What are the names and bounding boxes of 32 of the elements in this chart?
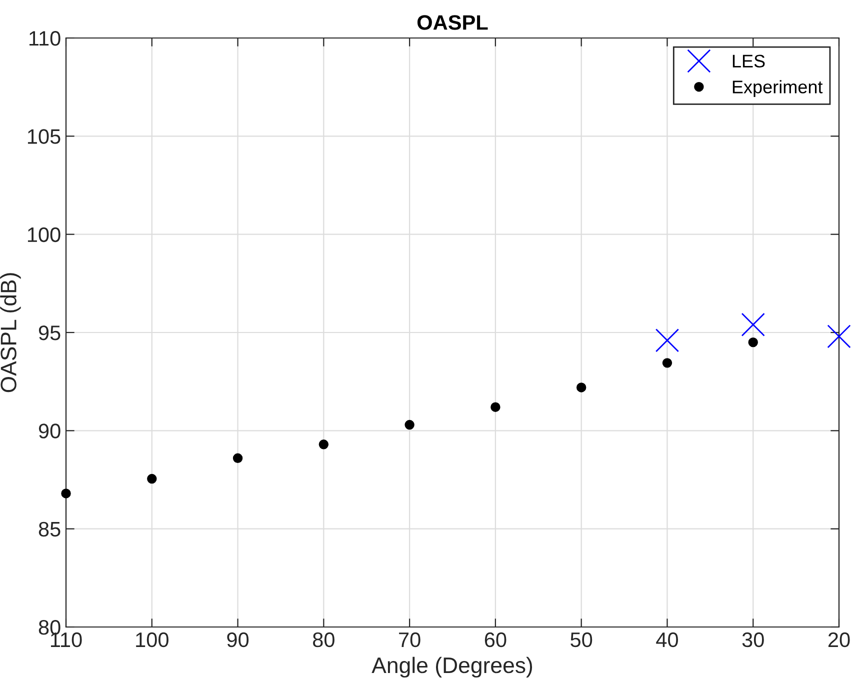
x-tick-label: 60 [484, 632, 506, 648]
y-tick-label: 100 [28, 227, 60, 242]
point [61, 488, 71, 498]
chart-title: OASPL [417, 15, 488, 30]
y-axis-title: OASPL (dB) [0, 273, 21, 392]
point [748, 337, 758, 348]
point [662, 358, 672, 368]
x-tick-label: 90 [227, 632, 249, 648]
y-tick-label: 105 [28, 129, 60, 144]
y-tick-label: 95 [38, 326, 60, 340]
point [318, 440, 329, 450]
y-tick-label: 90 [38, 424, 60, 438]
point [404, 420, 414, 430]
x-tick-label: 40 [656, 632, 678, 648]
point [147, 474, 157, 484]
point [655, 328, 680, 352]
x-tick-label: 20 [828, 632, 850, 648]
legend-label: Experiment [732, 80, 823, 97]
point [741, 312, 765, 336]
point [576, 382, 586, 392]
x-tick-label: 70 [399, 632, 420, 648]
x-tick-label: 50 [570, 632, 592, 648]
x-tick-label: 80 [312, 632, 334, 648]
point [827, 324, 851, 348]
x-axis-title: Angle (Degrees) [372, 656, 532, 678]
x-tick-label: 30 [742, 632, 764, 648]
x-tick-label: 100 [136, 632, 168, 648]
point [232, 453, 243, 464]
y-tick-label: 85 [38, 522, 60, 537]
point [490, 402, 500, 412]
y-tick-label: 110 [30, 31, 60, 46]
legend-label: LES [732, 54, 765, 68]
